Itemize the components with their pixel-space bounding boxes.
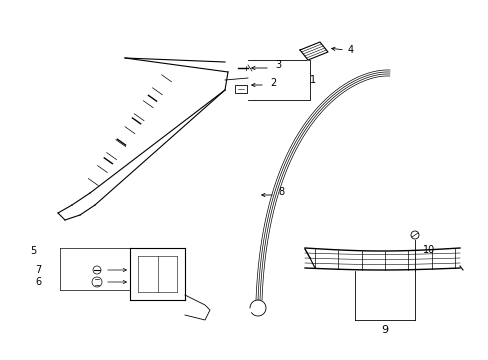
Text: 6: 6 [35,277,41,287]
Text: 3: 3 [274,60,281,70]
Text: 4: 4 [347,45,353,55]
Polygon shape [299,42,327,60]
Bar [235,85,246,93]
Text: 8: 8 [278,187,284,197]
Text: 5: 5 [30,246,36,256]
Text: 1: 1 [309,75,315,85]
Text: 2: 2 [269,78,276,88]
Text: 10: 10 [422,245,434,255]
Text: 7: 7 [35,265,41,275]
Text: 9: 9 [381,325,388,335]
